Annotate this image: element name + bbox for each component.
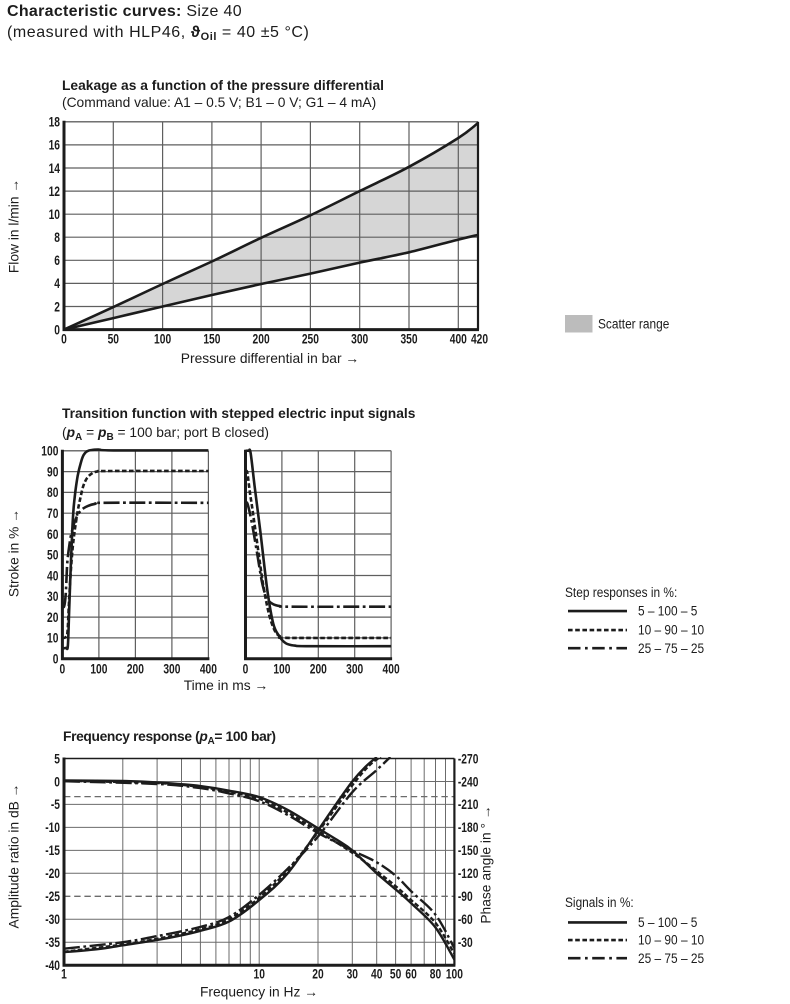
svg-text:Pressure differential in bar →: Pressure differential in bar → [181, 351, 359, 366]
svg-text:-30: -30 [45, 911, 60, 927]
svg-text:80: 80 [430, 965, 442, 981]
svg-text:400: 400 [383, 661, 400, 677]
svg-text:14: 14 [49, 160, 61, 176]
svg-text:6: 6 [54, 252, 60, 268]
svg-text:300: 300 [163, 661, 180, 677]
svg-text:-30: -30 [458, 934, 473, 950]
svg-text:12: 12 [49, 183, 61, 199]
svg-text:350: 350 [400, 330, 417, 346]
svg-text:16: 16 [49, 137, 61, 153]
svg-text:-90: -90 [458, 888, 473, 904]
svg-text:50: 50 [108, 330, 120, 346]
svg-text:200: 200 [253, 330, 270, 346]
svg-text:25 – 75 – 25: 25 – 75 – 25 [638, 951, 704, 966]
svg-text:18: 18 [49, 114, 61, 130]
svg-text:150: 150 [203, 330, 220, 346]
svg-text:200: 200 [310, 661, 327, 677]
svg-text:400: 400 [450, 330, 467, 346]
svg-text:100: 100 [41, 443, 58, 459]
svg-text:0: 0 [53, 651, 59, 667]
svg-text:-150: -150 [458, 842, 479, 858]
svg-text:-35: -35 [45, 934, 60, 950]
svg-text:90: 90 [47, 463, 59, 479]
svg-text:-15: -15 [45, 842, 60, 858]
svg-text:-180: -180 [458, 819, 479, 835]
svg-text:300: 300 [351, 330, 368, 346]
svg-text:5: 5 [54, 750, 60, 766]
svg-text:-40: -40 [45, 957, 60, 973]
svg-text:-120: -120 [458, 865, 479, 881]
svg-text:-5: -5 [51, 796, 60, 812]
svg-text:20: 20 [47, 609, 59, 625]
svg-text:10 – 90 – 10: 10 – 90 – 10 [638, 623, 704, 638]
svg-text:60: 60 [47, 526, 59, 542]
svg-text:-25: -25 [45, 888, 60, 904]
svg-text:-20: -20 [45, 865, 60, 881]
svg-text:100: 100 [90, 661, 107, 677]
svg-text:0: 0 [54, 321, 60, 337]
svg-text:-210: -210 [458, 796, 479, 812]
svg-text:Signals in %:: Signals in %: [565, 895, 634, 910]
svg-text:50: 50 [47, 547, 59, 563]
svg-text:4: 4 [54, 275, 60, 291]
svg-text:20: 20 [312, 965, 324, 981]
svg-text:10: 10 [254, 965, 266, 981]
svg-text:Phase angle in ° →: Phase angle in ° → [479, 805, 494, 923]
svg-text:Flow in l/min →: Flow in l/min → [7, 179, 22, 273]
svg-text:420: 420 [471, 330, 488, 346]
svg-text:40: 40 [47, 567, 59, 583]
svg-text:Frequency in Hz →: Frequency in Hz → [200, 985, 318, 1000]
svg-text:30: 30 [347, 965, 359, 981]
svg-text:40: 40 [371, 965, 383, 981]
svg-text:-270: -270 [458, 750, 479, 766]
svg-text:30: 30 [47, 588, 59, 604]
svg-text:2: 2 [54, 298, 60, 314]
svg-text:200: 200 [127, 661, 144, 677]
svg-text:25 – 75 – 25: 25 – 75 – 25 [638, 641, 704, 656]
svg-text:Stroke in % →: Stroke in % → [7, 509, 22, 597]
svg-text:70: 70 [47, 505, 59, 521]
svg-text:Step responses in %:: Step responses in %: [565, 585, 677, 600]
svg-text:10: 10 [49, 206, 61, 222]
svg-text:300: 300 [346, 661, 363, 677]
svg-text:0: 0 [243, 661, 249, 677]
svg-text:60: 60 [405, 965, 417, 981]
svg-text:0: 0 [61, 330, 67, 346]
svg-text:-10: -10 [45, 819, 60, 835]
svg-text:5 – 100 – 5: 5 – 100 – 5 [638, 915, 697, 930]
svg-text:Scatter range: Scatter range [598, 317, 669, 332]
svg-text:50: 50 [390, 965, 402, 981]
svg-text:100: 100 [154, 330, 171, 346]
svg-text:80: 80 [47, 484, 59, 500]
svg-text:10: 10 [47, 630, 59, 646]
svg-text:100: 100 [446, 965, 463, 981]
svg-text:5 – 100 – 5: 5 – 100 – 5 [638, 604, 697, 619]
svg-text:0: 0 [60, 661, 66, 677]
svg-text:8: 8 [54, 229, 60, 245]
svg-text:400: 400 [200, 661, 217, 677]
svg-text:10 – 90 – 10: 10 – 90 – 10 [638, 933, 704, 948]
svg-text:-60: -60 [458, 911, 473, 927]
svg-text:1: 1 [61, 965, 67, 981]
svg-text:-240: -240 [458, 773, 479, 789]
svg-text:250: 250 [302, 330, 319, 346]
svg-text:Amplitude ratio in dB →: Amplitude ratio in dB → [7, 784, 22, 929]
svg-text:100: 100 [273, 661, 290, 677]
svg-text:Time in ms →: Time in ms → [184, 678, 269, 693]
svg-text:0: 0 [54, 773, 60, 789]
